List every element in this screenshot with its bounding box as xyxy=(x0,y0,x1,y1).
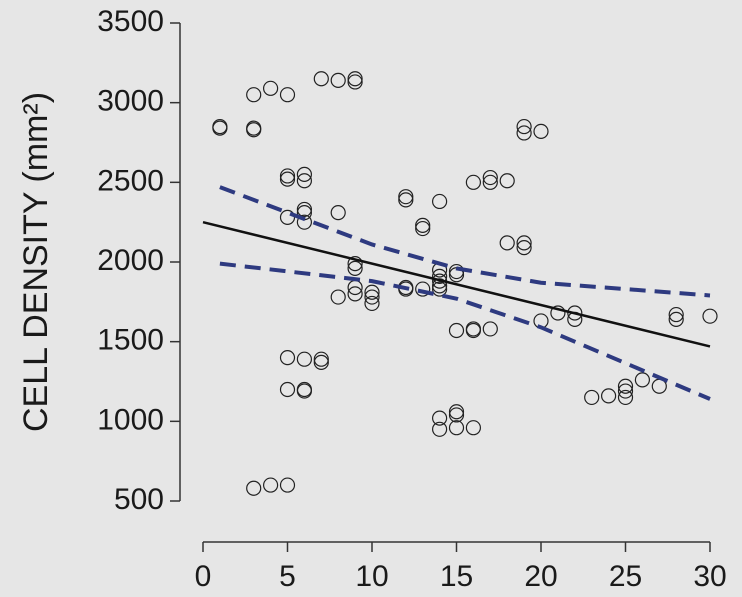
point xyxy=(432,421,448,437)
point xyxy=(313,351,329,367)
point xyxy=(296,166,312,182)
point xyxy=(330,205,346,221)
point xyxy=(347,279,363,296)
point xyxy=(516,235,532,251)
x-tick-label: 15 xyxy=(440,560,473,593)
point xyxy=(482,174,498,190)
point xyxy=(533,123,549,139)
point xyxy=(432,281,448,297)
x-tick-label: 30 xyxy=(693,560,726,593)
point xyxy=(432,268,448,284)
point xyxy=(432,193,448,210)
point xyxy=(448,263,465,280)
y-tick-label: 2000 xyxy=(97,244,164,277)
point xyxy=(499,173,515,189)
point xyxy=(246,480,262,496)
point xyxy=(415,220,431,237)
x-tick-label: 5 xyxy=(279,560,296,593)
point xyxy=(263,477,279,493)
point xyxy=(398,189,414,205)
point xyxy=(364,284,380,300)
point xyxy=(415,281,431,297)
point xyxy=(432,410,448,426)
point xyxy=(600,388,617,404)
point xyxy=(482,321,498,337)
y-tick-label: 3000 xyxy=(97,85,164,118)
point xyxy=(617,378,634,394)
point xyxy=(296,173,312,189)
point xyxy=(668,311,684,327)
point xyxy=(516,118,532,135)
point xyxy=(448,420,465,436)
fit-line xyxy=(202,220,711,348)
point xyxy=(347,286,363,302)
point xyxy=(364,289,380,305)
y-tick-label: 1500 xyxy=(97,324,164,357)
point xyxy=(448,404,465,420)
point xyxy=(347,74,363,90)
point xyxy=(246,87,262,103)
point xyxy=(702,308,718,324)
confidence-band xyxy=(219,185,711,298)
point xyxy=(516,125,532,141)
y-tick-label: 2500 xyxy=(97,164,164,197)
point xyxy=(279,350,296,366)
point xyxy=(364,295,380,312)
point xyxy=(263,80,279,96)
point xyxy=(313,354,329,370)
point xyxy=(465,322,481,339)
point xyxy=(296,383,312,399)
point xyxy=(347,260,363,276)
x-tick-label: 0 xyxy=(195,560,212,593)
point xyxy=(279,87,296,103)
x-tick-label: 25 xyxy=(609,560,642,593)
point xyxy=(668,306,684,323)
point xyxy=(279,168,296,184)
point xyxy=(499,235,515,251)
point xyxy=(465,420,481,436)
point xyxy=(516,240,532,256)
point xyxy=(567,305,583,321)
point xyxy=(617,383,634,399)
y-tick-label: 1000 xyxy=(97,403,164,436)
point xyxy=(448,407,465,423)
point xyxy=(584,389,600,406)
point xyxy=(330,289,346,305)
y-axis-label: CELL DENSITY (mm²) xyxy=(17,92,55,432)
point xyxy=(347,255,363,272)
point xyxy=(465,174,481,190)
point xyxy=(279,171,296,187)
point xyxy=(212,120,228,136)
point xyxy=(617,389,634,406)
point xyxy=(398,192,414,208)
point xyxy=(398,281,414,297)
point xyxy=(347,71,363,87)
point xyxy=(296,351,312,367)
point xyxy=(448,322,465,339)
point xyxy=(279,477,296,493)
confidence-band xyxy=(219,261,711,401)
point xyxy=(246,122,262,138)
point xyxy=(279,209,296,225)
x-tick-label: 10 xyxy=(355,560,388,593)
point xyxy=(634,372,651,388)
point xyxy=(482,169,498,186)
y-tick-label: 500 xyxy=(114,483,164,516)
point xyxy=(279,381,296,398)
point xyxy=(296,214,312,230)
point xyxy=(415,217,431,233)
y-tick-label: 3500 xyxy=(97,5,164,38)
point xyxy=(313,71,329,87)
x-tick-label: 20 xyxy=(524,560,557,593)
point xyxy=(550,305,566,321)
point xyxy=(330,72,346,88)
point xyxy=(296,201,312,218)
